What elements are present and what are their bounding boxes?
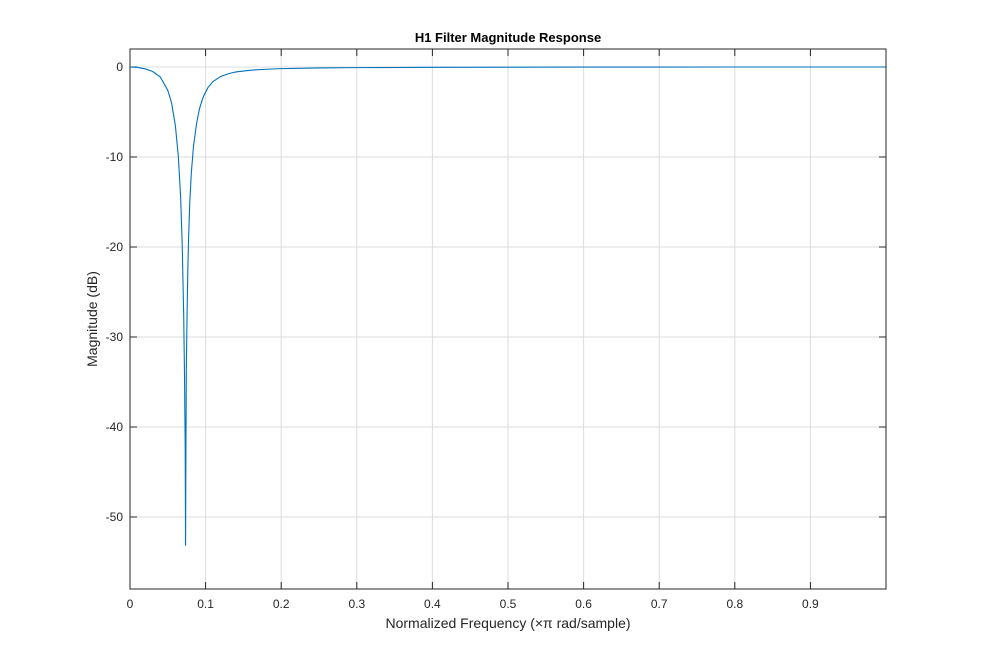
- x-tick-label: 0.7: [651, 597, 668, 611]
- series-group: [129, 66, 886, 546]
- y-tick-label: -50: [106, 510, 124, 524]
- x-tick-label: 0.4: [424, 597, 441, 611]
- y-tick-label: -20: [106, 240, 124, 254]
- x-tick-label: 0.3: [348, 597, 365, 611]
- x-tick-label: 0: [127, 597, 134, 611]
- x-tick-label: 0.8: [726, 597, 743, 611]
- chart-title: H1 Filter Magnitude Response: [415, 30, 601, 45]
- axes-frame: [129, 48, 887, 590]
- x-tick-label: 0.5: [500, 597, 517, 611]
- y-tick-label: -30: [106, 330, 124, 344]
- y-tick-label: -10: [106, 150, 124, 164]
- x-axis-label: Normalized Frequency (×π rad/sample): [385, 615, 630, 631]
- magnitude-response-line: [129, 66, 886, 546]
- x-tick-label: 0.1: [197, 597, 214, 611]
- y-tick-label: 0: [116, 60, 123, 74]
- y-axis-label: Magnitude (dB): [84, 271, 100, 367]
- x-grid: [205, 49, 811, 589]
- x-tick-labels: 0 0.1 0.2 0.3 0.4 0.5 0.6 0.7 0.8 0.9: [127, 597, 819, 611]
- tick-marks: [129, 49, 886, 589]
- y-tick-labels: 0 -10 -20 -30 -40 -50: [106, 60, 124, 524]
- x-tick-label: 0.6: [575, 597, 592, 611]
- x-tick-label: 0.9: [802, 597, 819, 611]
- x-tick-label: 0.2: [273, 597, 290, 611]
- y-tick-label: -40: [106, 420, 124, 434]
